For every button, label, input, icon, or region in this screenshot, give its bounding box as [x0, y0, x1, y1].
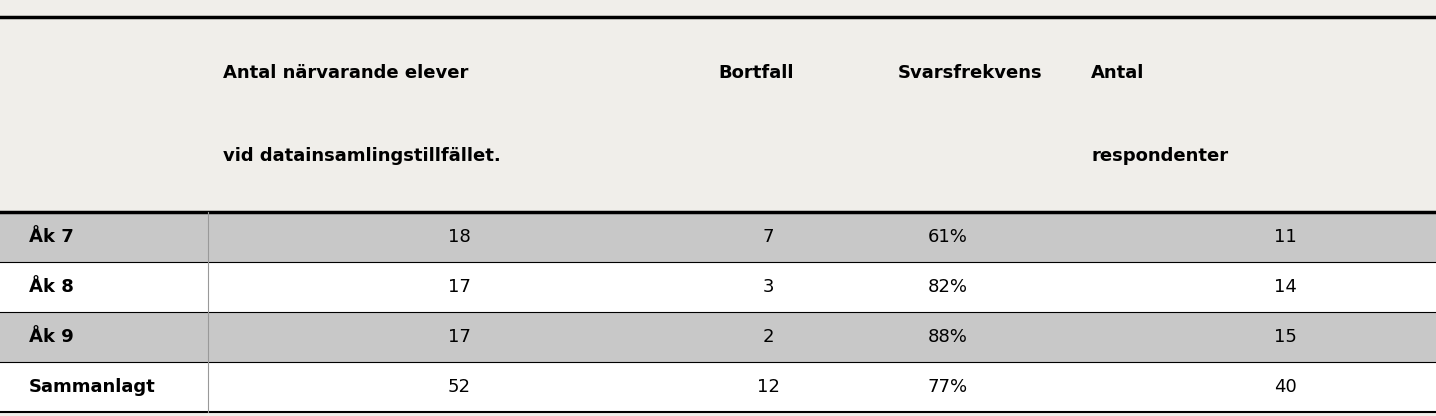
Text: Antal: Antal	[1091, 64, 1144, 82]
Bar	[0, 17, 1436, 212]
Text: 18: 18	[448, 228, 471, 246]
Text: Antal närvarande elever: Antal närvarande elever	[223, 64, 468, 82]
Bar	[0, 312, 1436, 362]
Text: 61%: 61%	[928, 228, 968, 246]
Text: 14: 14	[1274, 278, 1297, 296]
Text: 3: 3	[763, 278, 774, 296]
Text: 15: 15	[1274, 328, 1297, 346]
Text: respondenter: respondenter	[1091, 147, 1228, 165]
Text: 17: 17	[448, 278, 471, 296]
Text: 52: 52	[448, 378, 471, 396]
Bar	[0, 362, 1436, 412]
Text: Sammanlagt: Sammanlagt	[29, 378, 155, 396]
Text: 17: 17	[448, 328, 471, 346]
Text: Åk 7: Åk 7	[29, 228, 73, 246]
Text: Svarsfrekvens: Svarsfrekvens	[898, 64, 1043, 82]
Text: Bortfall: Bortfall	[718, 64, 794, 82]
Bar	[0, 262, 1436, 312]
Bar	[0, 212, 1436, 262]
Text: 7: 7	[763, 228, 774, 246]
Text: 12: 12	[757, 378, 780, 396]
Text: Åk 8: Åk 8	[29, 278, 73, 296]
Text: 2: 2	[763, 328, 774, 346]
Text: 82%: 82%	[928, 278, 968, 296]
Text: 77%: 77%	[928, 378, 968, 396]
Text: 40: 40	[1274, 378, 1297, 396]
Text: 88%: 88%	[928, 328, 968, 346]
Text: 11: 11	[1274, 228, 1297, 246]
Text: vid datainsamlingstillfället.: vid datainsamlingstillfället.	[223, 147, 500, 165]
Text: Åk 9: Åk 9	[29, 328, 73, 346]
